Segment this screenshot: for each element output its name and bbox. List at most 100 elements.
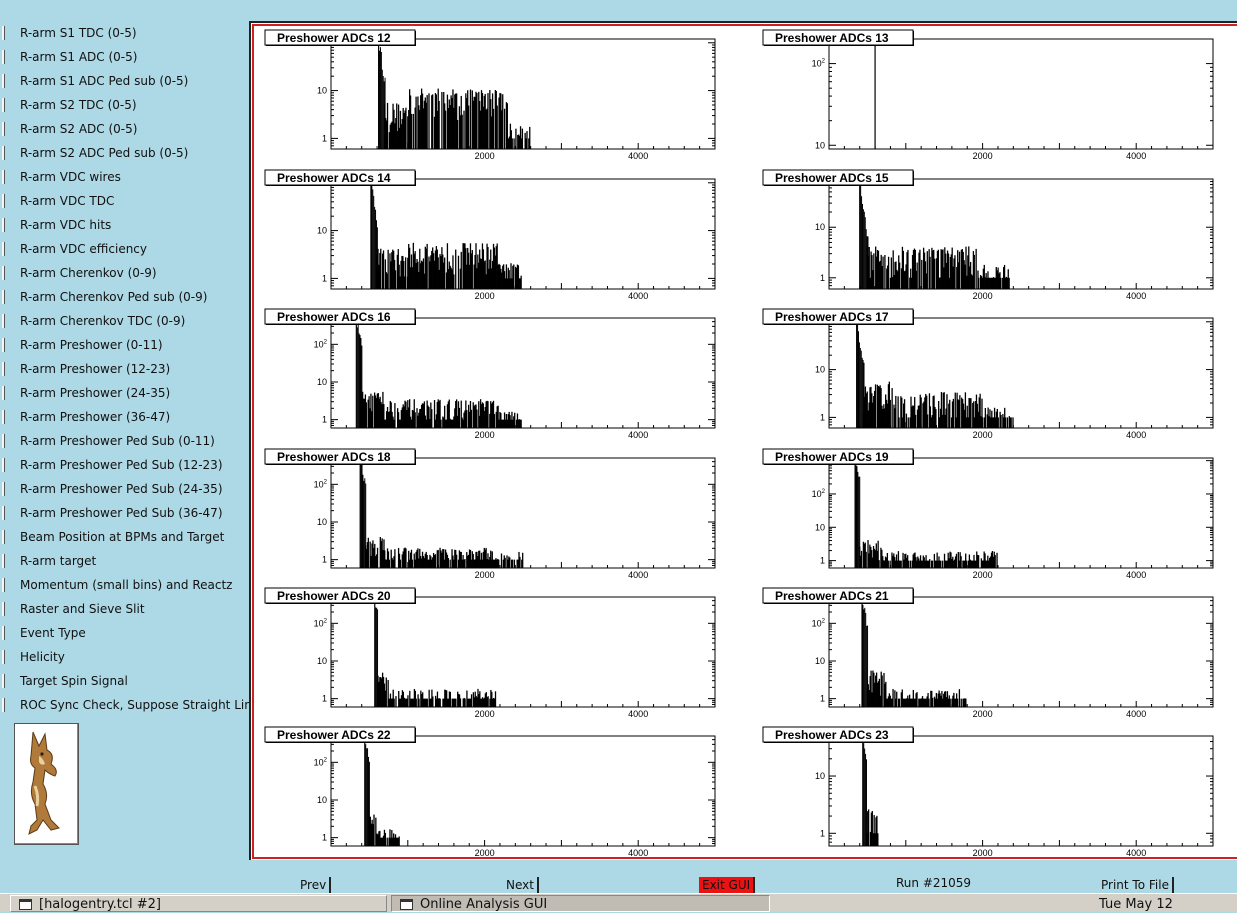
menu-item[interactable]: R-arm Cherenkov TDC (0-9) bbox=[0, 310, 258, 332]
y-tick-label: 10 bbox=[317, 517, 327, 527]
title-box bbox=[762, 169, 914, 186]
menu-item[interactable]: R-arm Cherenkov Ped sub (0-9) bbox=[0, 286, 258, 308]
coyote-logo bbox=[14, 723, 79, 845]
histogram-title: Preshower ADCs 12 bbox=[264, 29, 416, 46]
menu-item[interactable]: R-arm S2 ADC (0-5) bbox=[0, 118, 258, 140]
x-tick-label: 2000 bbox=[973, 291, 993, 301]
print-to-file-button[interactable]: Print To File bbox=[1098, 877, 1174, 894]
prev-button[interactable]: Prev bbox=[297, 877, 332, 894]
histogram-title: Preshower ADCs 18 bbox=[264, 448, 416, 465]
menu-item-label: R-arm VDC wires bbox=[20, 170, 121, 184]
title-box bbox=[762, 29, 914, 46]
menu-item[interactable]: Beam Position at BPMs and Target bbox=[0, 526, 258, 548]
menu-item-label: R-arm Preshower Ped Sub (12-23) bbox=[20, 458, 223, 472]
histogram-panel: 2000 4000 1 10 102 Preshower ADCs 20 bbox=[264, 587, 716, 719]
y-tick-exponent: 2 bbox=[324, 479, 328, 485]
menu-item-label: R-arm Preshower Ped Sub (24-35) bbox=[20, 482, 223, 496]
taskbar-item-label: Online Analysis GUI bbox=[420, 897, 548, 912]
menu-item-marker bbox=[2, 266, 5, 280]
x-tick-label: 4000 bbox=[1126, 430, 1146, 440]
title-box bbox=[264, 587, 416, 604]
menu-item-label: ROC Sync Check, Suppose Straight Lines bbox=[20, 694, 268, 716]
menu-item[interactable]: R-arm Preshower Ped Sub (36-47) bbox=[0, 502, 258, 524]
y-tick-label: 102 bbox=[314, 618, 328, 628]
title-text: Preshower ADCs 15 bbox=[775, 171, 889, 185]
menu-item-marker bbox=[2, 122, 5, 136]
y-tick-label: 1 bbox=[322, 273, 327, 283]
menu-item[interactable]: Helicity bbox=[0, 646, 258, 668]
y-tick-label: 1 bbox=[322, 694, 327, 704]
menu-item-label: Momentum (small bins) and Reactz bbox=[20, 578, 233, 592]
y-tick-label: 1 bbox=[322, 555, 327, 565]
menu-item-label: R-arm S2 ADC (0-5) bbox=[20, 122, 138, 136]
title-text: Preshower ADCs 22 bbox=[277, 728, 391, 742]
menu-item-marker bbox=[2, 74, 5, 88]
next-button[interactable]: Next bbox=[503, 877, 539, 894]
menu-item[interactable]: R-arm VDC wires bbox=[0, 166, 258, 188]
title-box bbox=[762, 308, 914, 325]
histogram-panel: 2000 4000 10 102 Preshower ADCs 13 bbox=[762, 29, 1214, 161]
y-tick-label: 102 bbox=[314, 757, 328, 767]
menu-item[interactable]: R-arm Preshower Ped Sub (0-11) bbox=[0, 430, 258, 452]
y-tick-label: 102 bbox=[314, 479, 328, 489]
menu-item[interactable]: R-arm Preshower (0-11) bbox=[0, 334, 258, 356]
exit-gui-button[interactable]: Exit GUI bbox=[699, 877, 756, 894]
histogram-title: Preshower ADCs 20 bbox=[264, 587, 416, 604]
menu-item[interactable]: Target Spin Signal bbox=[0, 670, 258, 692]
title-text: Preshower ADCs 14 bbox=[277, 171, 391, 185]
menu-item[interactable]: R-arm Preshower (24-35) bbox=[0, 382, 258, 404]
menu-item[interactable]: Raster and Sieve Slit bbox=[0, 598, 258, 620]
x-tick-label: 2000 bbox=[475, 430, 495, 440]
menu-item-marker bbox=[2, 362, 5, 376]
histogram-title: Preshower ADCs 19 bbox=[762, 448, 914, 465]
x-tick-label: 4000 bbox=[628, 151, 648, 161]
menu-item-label: R-arm Preshower (36-47) bbox=[20, 410, 171, 424]
x-tick-label: 4000 bbox=[628, 709, 648, 719]
menu-item[interactable]: Event Type bbox=[0, 622, 258, 644]
menu-item-marker bbox=[2, 410, 5, 424]
menu-item[interactable]: R-arm Preshower Ped Sub (12-23) bbox=[0, 454, 258, 476]
taskbar-item-halogentry[interactable]: [halogentry.tcl #2] bbox=[10, 895, 387, 912]
menu-item-label: Event Type bbox=[20, 626, 86, 640]
menu-item-marker bbox=[2, 26, 5, 40]
menu-item[interactable]: R-arm VDC efficiency bbox=[0, 238, 258, 260]
menu-item[interactable]: R-arm S1 TDC (0-5) bbox=[0, 22, 258, 44]
y-tick-label: 10 bbox=[317, 226, 327, 236]
plot-frame bbox=[828, 457, 1214, 569]
menu-item-marker bbox=[2, 314, 5, 328]
menu-item-marker bbox=[2, 650, 5, 664]
histogram-title: Preshower ADCs 16 bbox=[264, 308, 416, 325]
histogram-panel: 2000 4000 1 10 Preshower ADCs 15 bbox=[762, 169, 1214, 301]
menu-item[interactable]: R-arm S2 ADC Ped sub (0-5) bbox=[0, 142, 258, 164]
menu-item[interactable]: R-arm Preshower (12-23) bbox=[0, 358, 258, 380]
menu-item[interactable]: Momentum (small bins) and Reactz bbox=[0, 574, 258, 596]
histogram-panel: 2000 4000 1 10 Preshower ADCs 23 bbox=[762, 726, 1214, 858]
menu-item[interactable]: R-arm Preshower (36-47) bbox=[0, 406, 258, 428]
menu-item[interactable]: R-arm S1 ADC Ped sub (0-5) bbox=[0, 70, 258, 92]
menu-item[interactable]: R-arm VDC hits bbox=[0, 214, 258, 236]
histogram-title: Preshower ADCs 17 bbox=[762, 308, 914, 325]
menu-item[interactable]: ROC Sync Check, Suppose Straight Lines bbox=[0, 694, 268, 716]
title-text: Preshower ADCs 13 bbox=[775, 31, 889, 45]
x-tick-label: 2000 bbox=[475, 151, 495, 161]
histogram-panel: 20004000110102103Preshower ADCs 19 bbox=[762, 448, 1214, 580]
taskbar-item-online-analysis-gui[interactable]: Online Analysis GUI bbox=[391, 895, 770, 912]
menu-item[interactable]: R-arm S1 ADC (0-5) bbox=[0, 46, 258, 68]
menu-item[interactable]: R-arm target bbox=[0, 550, 258, 572]
y-tick-label: 1 bbox=[820, 694, 825, 704]
plot-frame bbox=[330, 735, 716, 847]
histogram-title: Preshower ADCs 14 bbox=[264, 169, 416, 186]
menu-item-label: R-arm Cherenkov Ped sub (0-9) bbox=[20, 290, 208, 304]
menu-item[interactable]: R-arm S2 TDC (0-5) bbox=[0, 94, 258, 116]
canvas-frame bbox=[252, 24, 1237, 859]
menu-item[interactable]: R-arm Preshower Ped Sub (24-35) bbox=[0, 478, 258, 500]
menu-item-marker bbox=[2, 434, 5, 448]
menu-item[interactable]: R-arm VDC TDC bbox=[0, 190, 258, 212]
menu-item[interactable]: R-arm Cherenkov (0-9) bbox=[0, 262, 258, 284]
menu-item-marker bbox=[2, 506, 5, 520]
x-tick-label: 4000 bbox=[628, 291, 648, 301]
histogram-panel: 2000 4000 1 10 102 Preshower ADCs 22 bbox=[264, 726, 716, 858]
menu-item-label: R-arm Cherenkov (0-9) bbox=[20, 266, 157, 280]
histogram-title: Preshower ADCs 15 bbox=[762, 169, 914, 186]
